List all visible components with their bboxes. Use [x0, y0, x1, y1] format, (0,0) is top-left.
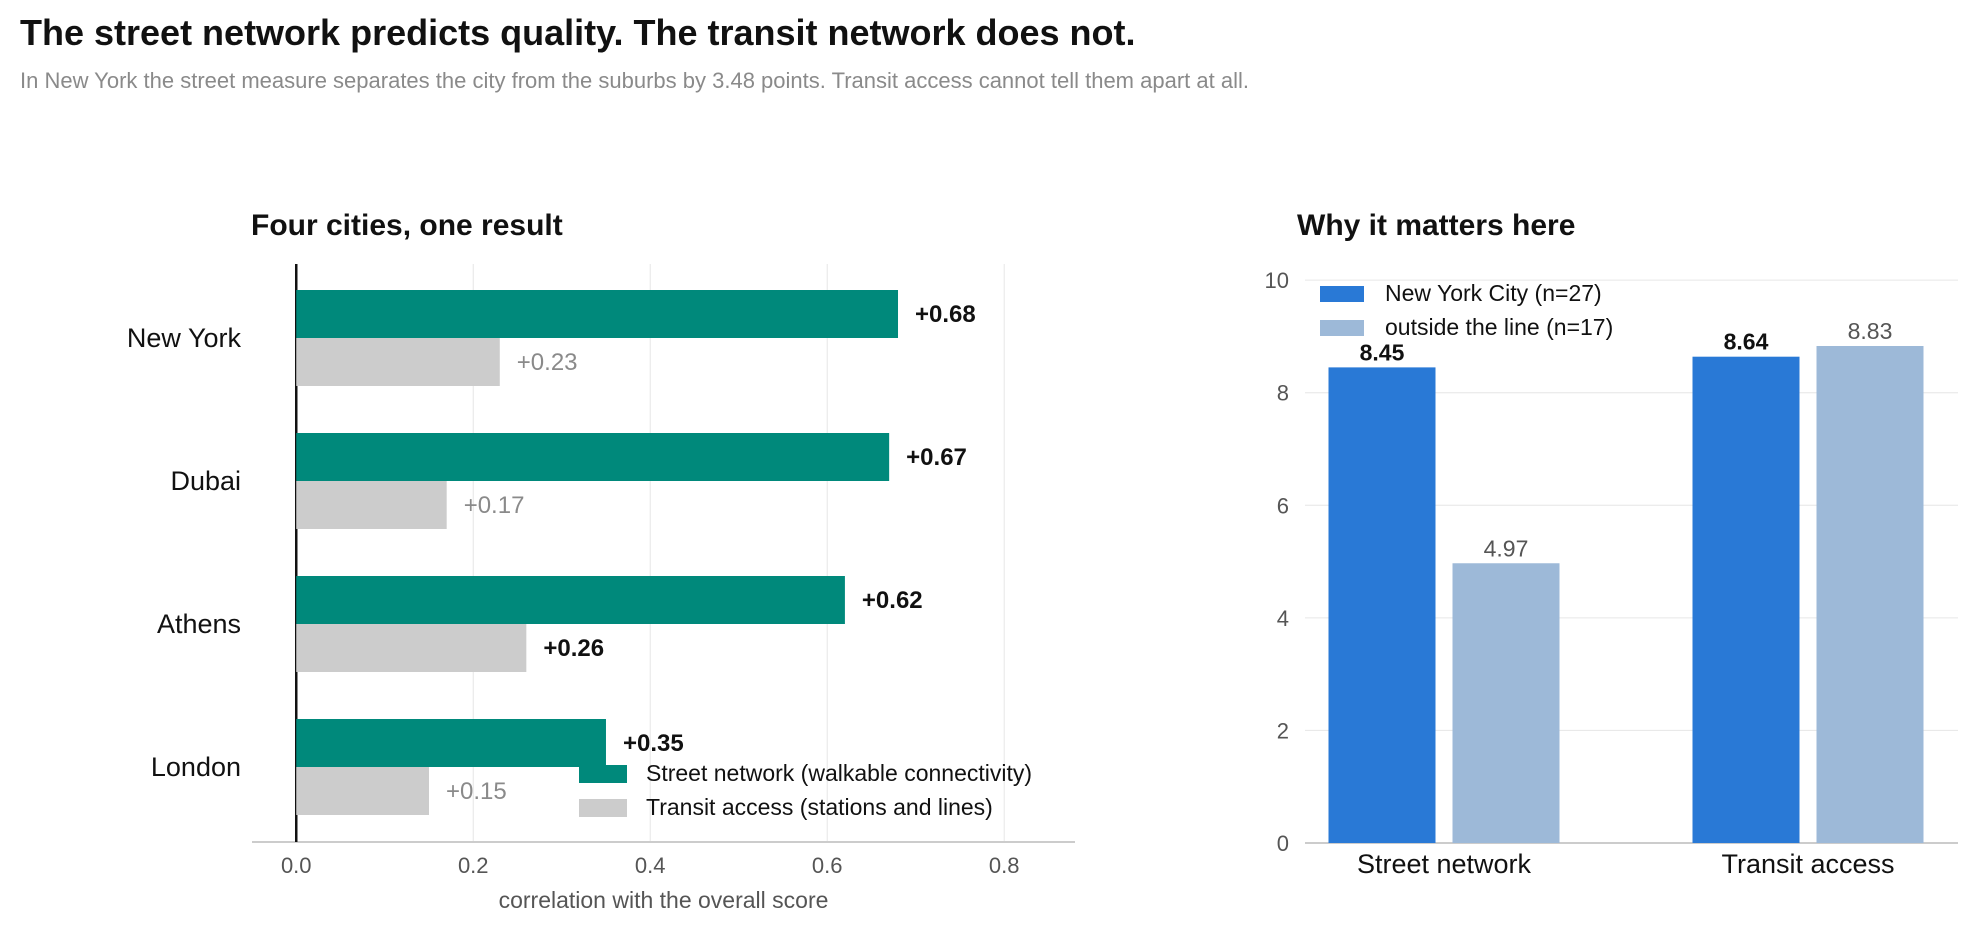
legend-label-street: Street network (walkable connectivity): [646, 760, 1032, 786]
bar-nyc-street-network: [1328, 367, 1436, 843]
legend-label-transit: Transit access (stations and lines): [646, 794, 993, 820]
y-tick-label: 8: [1277, 381, 1289, 406]
y-tick-label: 6: [1277, 493, 1289, 518]
right-chart-title: Why it matters here: [1297, 209, 1575, 242]
data-label-street-new-york: +0.68: [915, 301, 976, 328]
bar-street-new-york: [296, 290, 899, 338]
data-label-nyc-transit-access: 8.64: [1724, 329, 1769, 355]
x-tick-label: 0.8: [989, 853, 1020, 878]
left-chart-title: Four cities, one result: [251, 209, 563, 242]
data-label-street-london: +0.35: [623, 730, 684, 757]
page-title: The street network predicts quality. The…: [20, 12, 1136, 53]
page-subtitle: In New York the street measure separates…: [20, 68, 1249, 93]
legend-swatch-street: [579, 765, 627, 783]
y-tick-label: 0: [1277, 831, 1289, 856]
right-chart-nyc-comparison: Why it matters here 0 2 4 6 8 10 Street network…: [1265, 209, 1958, 879]
data-label-transit-dubai: +0.17: [464, 492, 525, 519]
bar-nyc-transit-access: [1692, 356, 1800, 843]
data-label-nyc-street-network: 8.45: [1360, 339, 1405, 365]
y-tick-label: 2: [1277, 718, 1289, 743]
category-label-new-york: New York: [127, 323, 242, 353]
left-chart-cities: Four cities, one result 0.0 0.2 0.4 0.6 0.8 co…: [127, 209, 1075, 913]
data-label-outside-transit-access: 8.83: [1848, 318, 1893, 344]
data-label-transit-london: +0.15: [446, 778, 507, 805]
legend-swatch-nyc: [1320, 286, 1364, 302]
category-label-london: London: [151, 752, 241, 782]
data-label-street-dubai: +0.67: [906, 444, 967, 471]
x-tick-label: 0.0: [281, 853, 312, 878]
bar-transit-london: [296, 767, 429, 815]
category-label-street-network: Street network: [1357, 849, 1532, 879]
x-axis-label: correlation with the overall score: [499, 887, 829, 913]
bar-street-dubai: [296, 433, 890, 481]
x-tick-label: 0.2: [458, 853, 489, 878]
legend-swatch-transit: [579, 799, 627, 817]
data-label-outside-street-network: 4.97: [1484, 535, 1529, 561]
category-label-dubai: Dubai: [170, 466, 241, 496]
x-tick-label: 0.6: [812, 853, 843, 878]
y-tick-label: 4: [1277, 606, 1289, 631]
bar-street-athens: [296, 576, 845, 624]
category-label-transit-access: Transit access: [1721, 849, 1894, 879]
legend-label-nyc: New York City (n=27): [1385, 280, 1602, 306]
legend-swatch-outside: [1320, 320, 1364, 336]
bar-street-london: [296, 719, 606, 767]
bar-transit-athens: [296, 624, 527, 672]
data-label-transit-athens: +0.26: [543, 635, 604, 662]
data-label-transit-new-york: +0.23: [517, 349, 578, 376]
y-tick-label: 10: [1265, 268, 1289, 293]
x-tick-label: 0.4: [635, 853, 666, 878]
bar-outside-street-network: [1452, 563, 1560, 843]
legend-label-outside: outside the line (n=17): [1385, 314, 1613, 340]
data-label-street-athens: +0.62: [862, 587, 923, 614]
category-label-athens: Athens: [157, 609, 241, 639]
bar-outside-transit-access: [1816, 345, 1924, 843]
bar-transit-new-york: [296, 338, 500, 386]
bar-transit-dubai: [296, 481, 447, 529]
